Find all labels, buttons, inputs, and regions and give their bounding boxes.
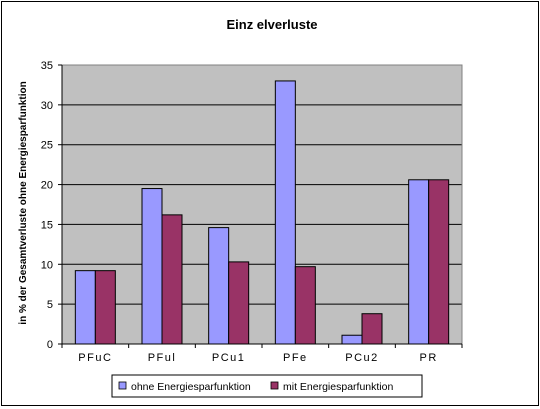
y-tick-label: 15 xyxy=(41,219,53,231)
legend-swatch-ohne xyxy=(118,381,127,390)
y-tick-label: 30 xyxy=(41,100,53,112)
legend-swatch-mit xyxy=(270,381,279,390)
x-tick-label: PCu2 xyxy=(345,352,379,364)
legend-label-ohne: ohne Energiesparfunktion xyxy=(131,381,251,393)
y-tick-label: 35 xyxy=(41,60,53,72)
bar-PCu2-mit xyxy=(361,313,383,345)
bar-PFul-ohne xyxy=(141,188,163,345)
x-tick-labels: PFuC PFul PCu1 PFe PCu2 PR xyxy=(78,352,438,364)
bar-PR-ohne xyxy=(408,179,430,345)
bars xyxy=(74,80,450,345)
bar-PR-mit xyxy=(428,179,450,345)
bar-PCu2-ohne xyxy=(341,334,363,345)
chart-title: Einz elverluste xyxy=(226,17,317,32)
x-tick-label: PFuC xyxy=(78,352,112,364)
y-tick-label: 20 xyxy=(41,180,53,192)
y-tick-label: 5 xyxy=(47,299,53,311)
legend-label-mit: mit Energiesparfunktion xyxy=(283,381,393,393)
bar-PFuC-ohne xyxy=(74,270,96,345)
y-tick-label: 25 xyxy=(41,140,53,152)
bar-PFe-mit xyxy=(294,266,316,345)
bar-PCu1-ohne xyxy=(208,227,230,345)
y-tick-label: 10 xyxy=(41,259,53,271)
bar-PFuC-mit xyxy=(94,270,116,345)
plot-area xyxy=(62,65,462,344)
axes xyxy=(58,64,463,348)
legend-box xyxy=(111,374,423,398)
y-axis-label: in % der Gesamtverluste ohne Energiespar… xyxy=(18,81,29,324)
bar-PFe-ohne xyxy=(274,80,296,345)
y-tick-labels: 0 5 10 15 20 25 30 35 xyxy=(41,60,53,351)
x-tick-label: PR xyxy=(420,352,438,364)
x-tick-label: PCu1 xyxy=(212,352,246,364)
legend: ohne Energiesparfunktion mit Energiespar… xyxy=(111,374,423,398)
x-tick-label: PFe xyxy=(283,352,308,364)
y-tick-label: 0 xyxy=(47,339,53,351)
bar-PFul-mit xyxy=(161,214,183,345)
x-tick-label: PFul xyxy=(148,352,177,364)
bar-PCu1-mit xyxy=(228,261,250,345)
